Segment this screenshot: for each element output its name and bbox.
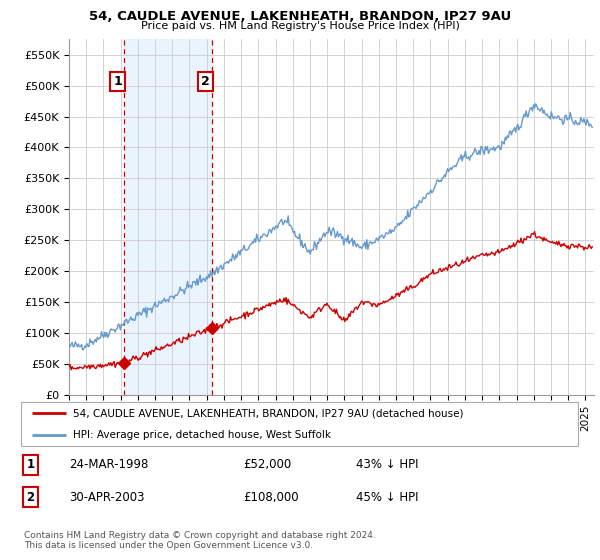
Text: £108,000: £108,000 <box>244 491 299 503</box>
Text: Price paid vs. HM Land Registry's House Price Index (HPI): Price paid vs. HM Land Registry's House … <box>140 21 460 31</box>
Text: 30-APR-2003: 30-APR-2003 <box>69 491 144 503</box>
Text: 2: 2 <box>201 76 210 88</box>
Text: 45% ↓ HPI: 45% ↓ HPI <box>356 491 419 503</box>
Text: 54, CAUDLE AVENUE, LAKENHEATH, BRANDON, IP27 9AU (detached house): 54, CAUDLE AVENUE, LAKENHEATH, BRANDON, … <box>73 408 464 418</box>
Bar <box>124 39 212 395</box>
Text: 24-MAR-1998: 24-MAR-1998 <box>69 459 148 472</box>
Text: 1: 1 <box>113 76 122 88</box>
Text: 43% ↓ HPI: 43% ↓ HPI <box>356 459 419 472</box>
Text: Contains HM Land Registry data © Crown copyright and database right 2024.
This d: Contains HM Land Registry data © Crown c… <box>24 530 376 550</box>
Text: 2: 2 <box>26 491 34 503</box>
Text: 1: 1 <box>26 459 34 472</box>
FancyBboxPatch shape <box>21 402 578 446</box>
Text: 54, CAUDLE AVENUE, LAKENHEATH, BRANDON, IP27 9AU: 54, CAUDLE AVENUE, LAKENHEATH, BRANDON, … <box>89 10 511 22</box>
Text: £52,000: £52,000 <box>244 459 292 472</box>
Text: HPI: Average price, detached house, West Suffolk: HPI: Average price, detached house, West… <box>73 430 331 440</box>
